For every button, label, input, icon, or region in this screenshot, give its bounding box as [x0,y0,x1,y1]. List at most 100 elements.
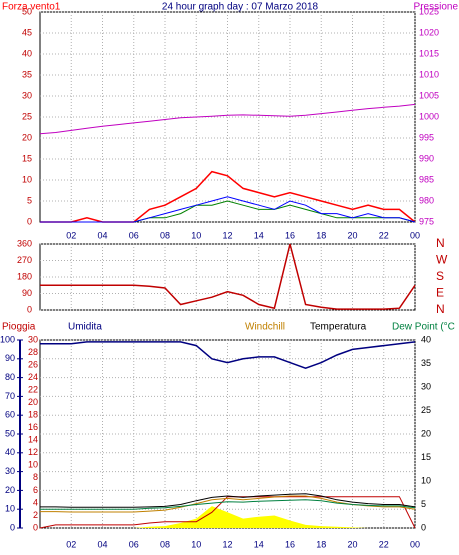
y-tick-label: 90 [22,288,32,298]
y-tick-label: 12 [28,447,38,457]
y-tick-label: 4 [33,497,38,507]
line [40,341,416,369]
y-tick-label: 10 [5,504,15,514]
legend-label: Windchill [245,322,285,333]
x-tick-label: 10 [191,539,201,549]
x-tick-label: 10 [191,230,201,240]
legend-label: Forza vento1 [2,2,61,13]
line [40,243,416,310]
y-tick-label: 1025 [419,6,439,16]
y-tick-label: 50 [5,428,15,438]
y-tick-label: 8 [33,472,38,482]
y-tick-label: 10 [22,174,32,184]
y-tick-label: 2 [33,510,38,520]
y-tick-label: 40 [5,447,15,457]
line [40,196,416,223]
y-tick-label: 26 [28,359,38,369]
y-tick-label: 20 [22,132,32,142]
y-tick-label: 35 [22,69,32,79]
y-tick-label: 30 [22,90,32,100]
legend-label: Pressione [414,2,459,13]
y-tick-label: 25 [421,405,431,415]
legend-label: Pioggia [2,322,36,333]
y-tick-label: 15 [22,153,32,163]
line [40,493,416,508]
x-tick-label: 22 [379,230,389,240]
area [40,506,415,528]
x-tick-label: 06 [129,230,139,240]
y-tick-label: 50 [22,6,32,16]
y-tick-label: 0 [27,304,32,314]
y-tick-label: 980 [419,195,434,205]
x-tick-label: 00 [410,230,420,240]
y-tick-label: 15 [421,452,431,462]
y-tick-label: 990 [419,153,434,163]
y-tick-label: 60 [5,410,15,420]
y-tick-label: 1005 [419,90,439,100]
legend-label: Dew Point (°C [392,322,455,333]
y-tick-label: 975 [419,216,434,226]
x-tick-label: 02 [66,230,76,240]
y-tick-label: 0 [33,522,38,532]
y-tick-label: 5 [421,499,426,509]
y-tick-label: 40 [22,48,32,58]
line [39,496,416,529]
y-tick-label: 6 [33,485,38,495]
x-tick-label: 20 [347,539,357,549]
y-tick-label: 20 [5,485,15,495]
y-tick-label: E [436,286,444,300]
y-tick-label: 995 [419,132,434,142]
y-tick-label: N [436,236,445,250]
y-tick-label: 1020 [419,27,439,37]
y-tick-label: 35 [421,358,431,368]
y-tick-label: 45 [22,27,32,37]
y-tick-label: 40 [421,334,431,344]
x-tick-label: 22 [379,539,389,549]
y-tick-label: 24 [28,372,38,382]
legend-label: Umidita [68,322,102,333]
y-tick-label: 16 [28,422,38,432]
y-tick-label: 20 [421,428,431,438]
y-tick-label: 270 [17,255,32,265]
y-tick-label: 0 [421,522,426,532]
y-tick-label: 1010 [419,69,439,79]
line [39,103,416,135]
x-tick-label: 16 [285,230,295,240]
y-tick-label: N [436,302,445,316]
y-tick-label: 1015 [419,48,439,58]
y-tick-label: 0 [27,216,32,226]
x-tick-label: 18 [316,539,326,549]
y-tick-label: 100 [0,334,15,344]
y-tick-label: 0 [10,522,15,532]
y-tick-label: 1000 [419,111,439,121]
x-tick-label: 16 [285,539,295,549]
x-tick-label: 08 [160,539,170,549]
x-tick-label: 04 [97,539,107,549]
y-tick-label: 30 [421,381,431,391]
x-tick-label: 04 [97,230,107,240]
y-tick-label: 18 [28,410,38,420]
y-tick-label: 10 [421,475,431,485]
x-tick-label: 20 [347,230,357,240]
y-tick-label: 80 [5,372,15,382]
line [40,499,416,510]
y-tick-label: 30 [5,466,15,476]
y-tick-label: 10 [28,460,38,470]
x-tick-label: 08 [160,230,170,240]
y-tick-label: 180 [17,271,32,281]
y-tick-label: 28 [28,347,38,357]
y-tick-label: 90 [5,353,15,363]
y-tick-label: S [436,269,444,283]
y-tick-label: 360 [17,238,32,248]
y-tick-label: 22 [28,385,38,395]
y-tick-label: 30 [28,334,38,344]
x-tick-label: 12 [222,539,232,549]
y-tick-label: 5 [27,195,32,205]
x-tick-label: 06 [129,539,139,549]
chart-title: 24 hour graph day : 07 Marzo 2018 [162,2,319,13]
y-tick-label: 70 [5,391,15,401]
y-tick-label: W [436,253,448,267]
legend-label: Temperatura [310,322,367,333]
x-tick-label: 18 [316,230,326,240]
